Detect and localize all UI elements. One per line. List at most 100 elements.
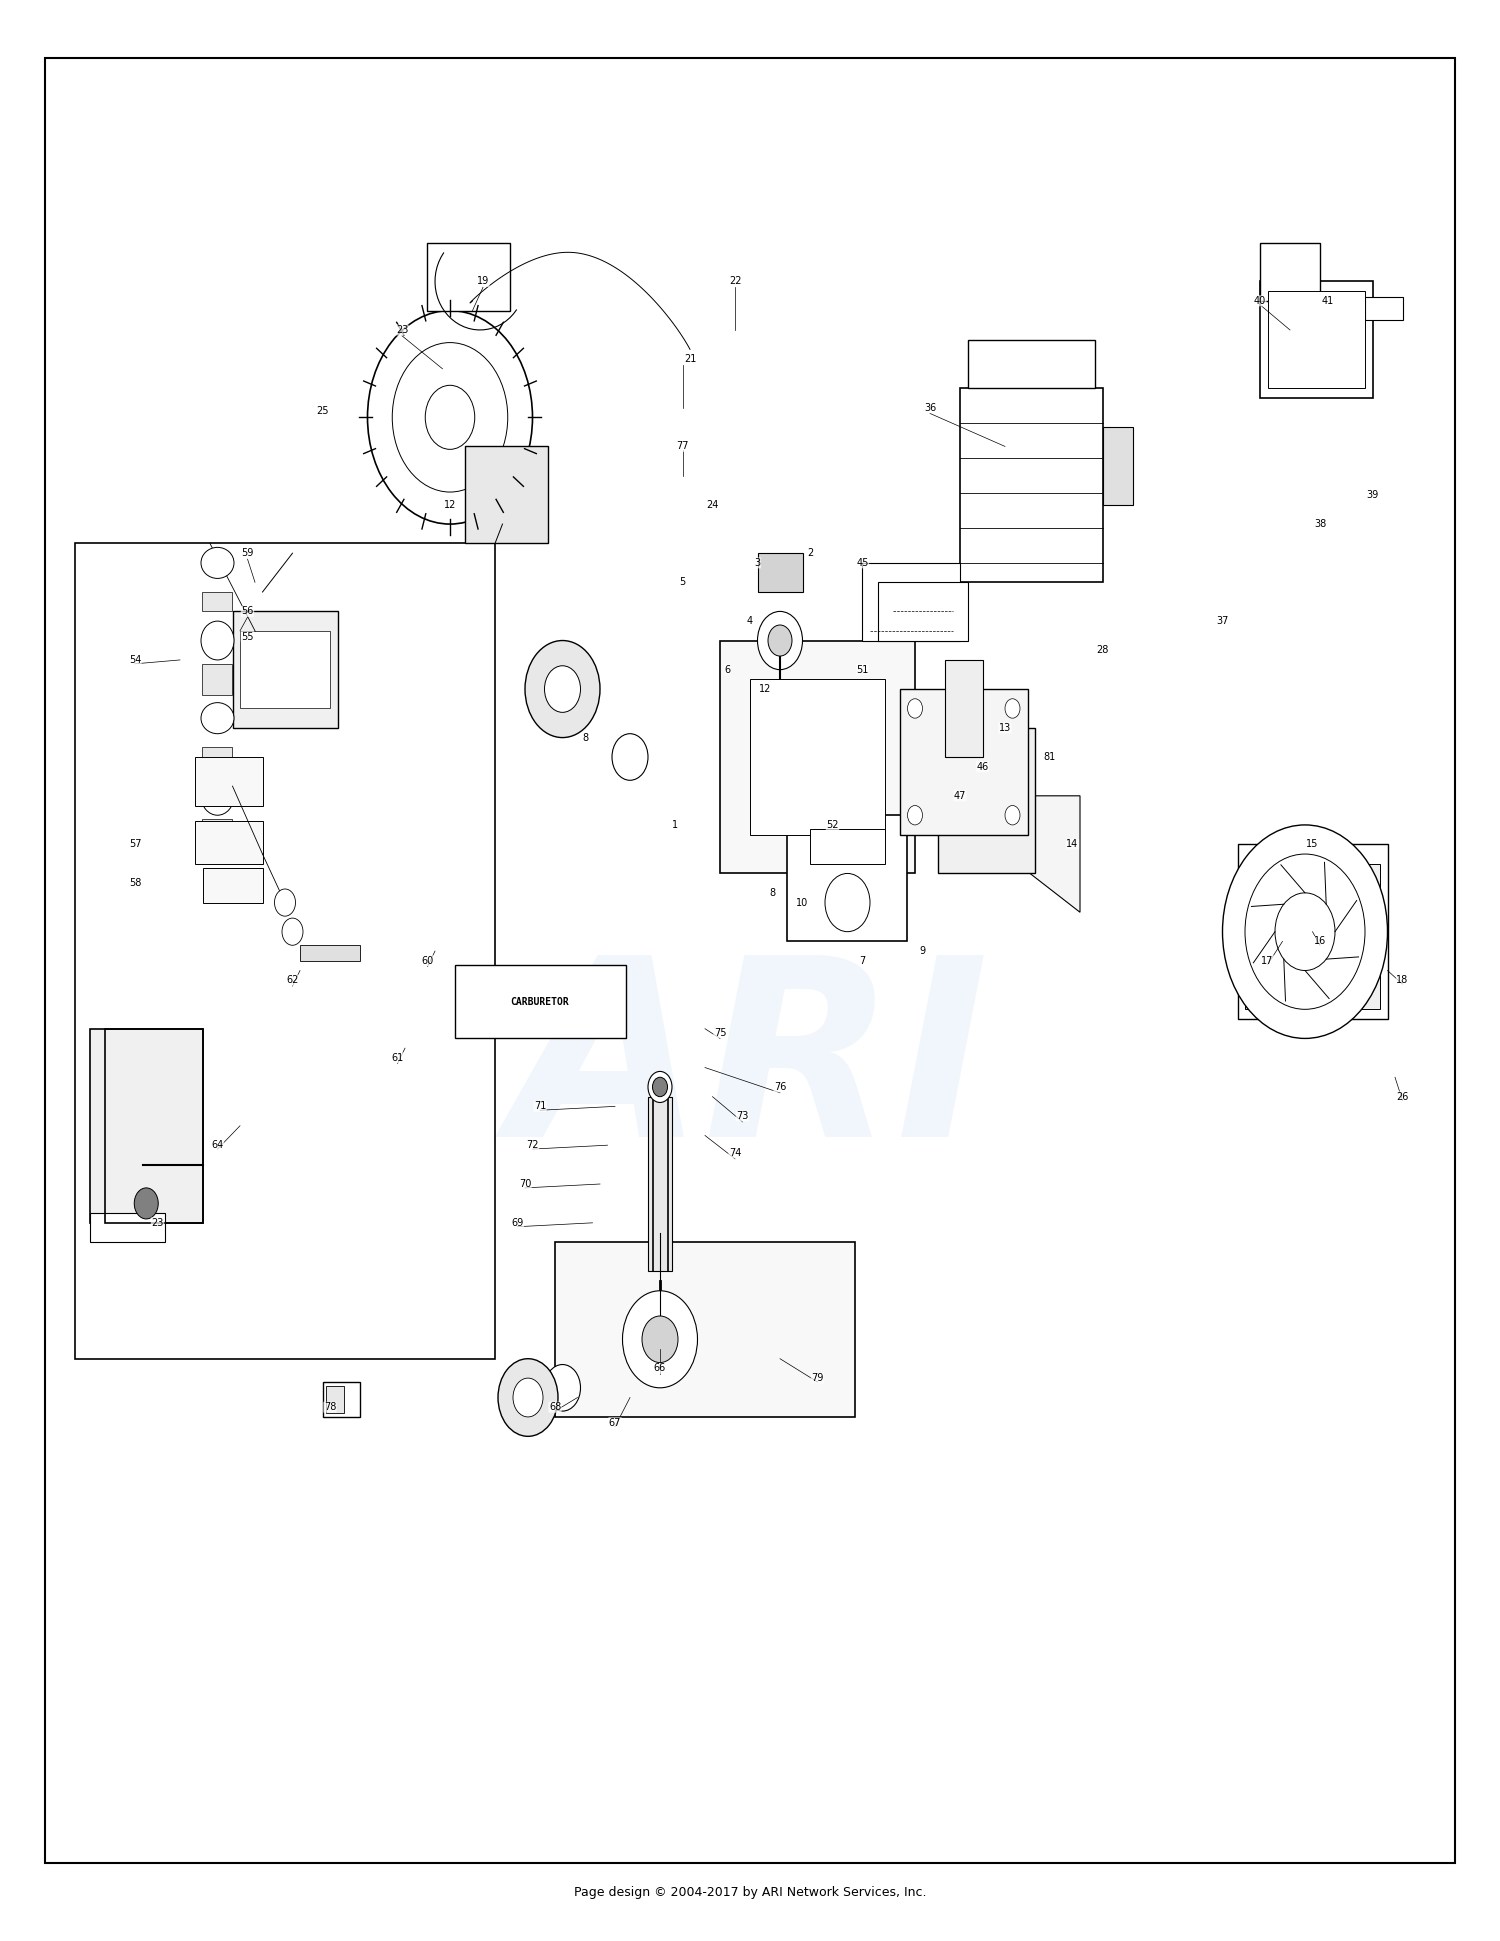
Bar [1238, 844, 1388, 1019]
Bar [1260, 281, 1372, 398]
Circle shape [825, 873, 870, 932]
Text: 23: 23 [152, 1217, 164, 1229]
Text: 45: 45 [856, 557, 868, 569]
Bar [240, 631, 330, 708]
Bar [202, 819, 232, 850]
Text: 19: 19 [477, 276, 489, 287]
Text: 3: 3 [754, 557, 760, 569]
Text: 68: 68 [549, 1401, 561, 1413]
Circle shape [908, 699, 922, 718]
Polygon shape [930, 796, 1080, 912]
Bar [750, 679, 885, 835]
Text: 77: 77 [676, 441, 688, 452]
Bar [1365, 297, 1402, 320]
Circle shape [758, 611, 802, 670]
Text: 24: 24 [706, 499, 718, 510]
Circle shape [648, 1071, 672, 1102]
Circle shape [1222, 825, 1388, 1038]
Text: 6: 6 [724, 664, 730, 675]
Text: 57: 57 [129, 839, 141, 850]
Text: 76: 76 [774, 1081, 786, 1093]
Bar [960, 388, 1102, 582]
Text: 12: 12 [444, 499, 456, 510]
Text: 4: 4 [747, 615, 753, 627]
Ellipse shape [201, 703, 234, 734]
Circle shape [652, 1077, 668, 1097]
Bar [75, 543, 495, 1359]
Text: ARI: ARI [510, 947, 990, 1188]
Text: 74: 74 [729, 1147, 741, 1159]
Bar [968, 340, 1095, 388]
Text: 51: 51 [856, 664, 868, 675]
Circle shape [274, 889, 296, 916]
Text: 70: 70 [519, 1178, 531, 1190]
Bar [862, 563, 960, 641]
Text: 7: 7 [859, 955, 865, 967]
Text: 37: 37 [1216, 615, 1228, 627]
Text: 69: 69 [512, 1217, 524, 1229]
Circle shape [612, 734, 648, 780]
Bar [202, 747, 232, 767]
Bar [195, 757, 262, 806]
Bar [648, 1097, 672, 1271]
Circle shape [282, 918, 303, 945]
Text: CARBURETOR: CARBURETOR [510, 996, 570, 1007]
Text: 14: 14 [1066, 839, 1078, 850]
Circle shape [513, 1378, 543, 1417]
Bar [938, 728, 1035, 873]
Circle shape [1005, 699, 1020, 718]
Text: 46: 46 [976, 761, 988, 773]
Circle shape [544, 666, 580, 712]
Text: 28: 28 [1096, 644, 1108, 656]
Text: 26: 26 [1396, 1091, 1408, 1102]
Text: 81: 81 [1044, 751, 1056, 763]
Bar [810, 829, 885, 864]
Circle shape [1275, 893, 1335, 970]
Circle shape [393, 342, 507, 491]
Bar [1102, 427, 1132, 505]
Circle shape [908, 806, 922, 825]
Bar [90, 1029, 202, 1223]
Text: 38: 38 [1314, 518, 1326, 530]
Text: 79: 79 [812, 1372, 824, 1384]
Text: 62: 62 [286, 974, 298, 986]
Bar [945, 660, 982, 757]
Circle shape [368, 311, 532, 524]
Circle shape [768, 625, 792, 656]
Text: 12: 12 [759, 683, 771, 695]
Circle shape [622, 1291, 698, 1388]
Bar [300, 945, 360, 961]
Text: 58: 58 [129, 877, 141, 889]
Bar [1268, 291, 1365, 388]
Text: 67: 67 [609, 1417, 621, 1429]
Bar [427, 243, 510, 311]
Bar [202, 868, 262, 903]
Bar [1245, 864, 1380, 1009]
Bar [1260, 243, 1320, 301]
Bar [555, 1242, 855, 1417]
Bar [720, 641, 915, 873]
Text: 10: 10 [796, 897, 808, 908]
Text: 25: 25 [316, 406, 328, 417]
Text: 15: 15 [1306, 839, 1318, 850]
Text: 47: 47 [954, 790, 966, 802]
Circle shape [544, 1365, 580, 1411]
Bar [788, 815, 908, 941]
Bar [878, 582, 968, 641]
Circle shape [525, 641, 600, 738]
Text: 1: 1 [672, 819, 678, 831]
Ellipse shape [201, 547, 234, 578]
Text: 2: 2 [807, 547, 813, 559]
Bar [232, 611, 338, 728]
Text: 54: 54 [129, 654, 141, 666]
Text: 5: 5 [680, 576, 686, 588]
Text: 60: 60 [422, 955, 434, 967]
Bar [900, 689, 1028, 835]
Text: 17: 17 [1262, 955, 1274, 967]
Text: 13: 13 [999, 722, 1011, 734]
Ellipse shape [201, 621, 234, 660]
Text: 59: 59 [242, 547, 254, 559]
Text: 56: 56 [242, 606, 254, 617]
Text: 39: 39 [1366, 489, 1378, 501]
Bar [322, 1382, 360, 1417]
